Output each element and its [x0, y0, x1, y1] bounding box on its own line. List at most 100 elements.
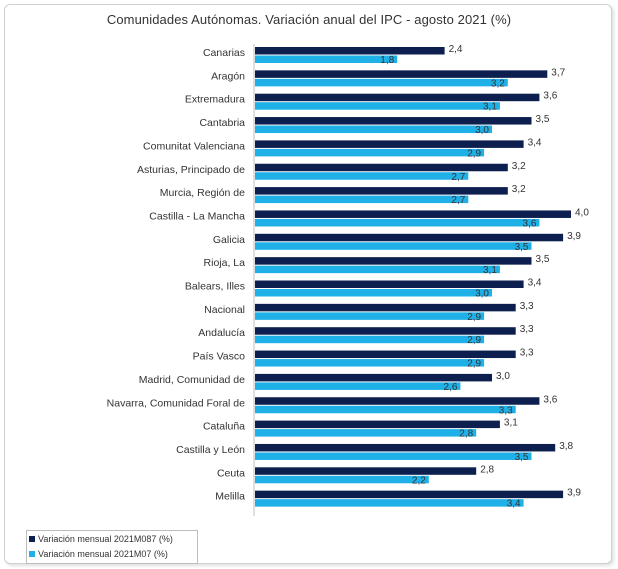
- bar-series-2: [255, 55, 398, 63]
- bar-series-2: [255, 475, 429, 484]
- data-label-series-2: 3,5: [515, 452, 529, 463]
- category-label: Rioja, La: [204, 257, 246, 269]
- category-label: Asturias, Principado de: [137, 164, 245, 176]
- bar-series-1: [255, 140, 524, 148]
- bar-series-2: [255, 102, 500, 110]
- legend-label: Variación mensual 2021M087 (%): [38, 533, 173, 544]
- bar-series-2: [255, 265, 500, 274]
- bar-series-2: [255, 452, 532, 460]
- bar-series-2: [255, 289, 492, 297]
- data-label-series-1: 3,6: [543, 91, 557, 102]
- data-label-series-1: 3,5: [536, 114, 550, 125]
- legend-item-series-1: Variación mensual 2021M087 (%): [27, 531, 197, 546]
- bar-series-1: [255, 420, 500, 429]
- bar-series-2: [255, 429, 477, 437]
- bar-series-1: [255, 163, 508, 172]
- data-label-series-2: 2,9: [467, 148, 481, 159]
- category-label: Castilla y León: [176, 444, 245, 456]
- data-label-series-2: 2,9: [467, 359, 481, 370]
- category-label: Cataluña: [203, 421, 245, 433]
- category-label: Ceuta: [217, 467, 245, 479]
- bar-series-1: [255, 303, 516, 312]
- category-label: Balears, Illes: [185, 281, 245, 293]
- category-label: Nacional: [204, 304, 245, 316]
- data-label-series-1: 2,4: [449, 44, 463, 55]
- data-label-series-1: 3,3: [520, 348, 534, 359]
- legend-label: Variación mensual 2021M07 (%): [38, 548, 168, 559]
- data-label-series-1: 3,9: [567, 488, 581, 499]
- legend: Variación mensual 2021M087 (%) Variación…: [26, 530, 198, 564]
- category-label: Galicia: [213, 234, 245, 246]
- legend-swatch: [29, 550, 35, 557]
- bar-series-1: [255, 397, 540, 405]
- data-label-series-1: 2,8: [480, 464, 494, 475]
- bar-series-2: [255, 405, 516, 414]
- category-label: Navarra, Comunidad Foral de: [107, 397, 245, 409]
- data-label-series-2: 2,9: [467, 312, 481, 323]
- data-label-series-1: 3,8: [559, 441, 573, 452]
- data-label-series-1: 3,5: [536, 254, 550, 265]
- legend-item-series-2: Variación mensual 2021M07 (%): [27, 546, 197, 561]
- data-label-series-1: 3,1: [504, 418, 518, 429]
- bar-series-2: [255, 148, 485, 157]
- data-label-series-2: 3,3: [499, 405, 513, 416]
- data-label-series-1: 4,0: [575, 207, 589, 218]
- category-label: Andalucía: [198, 327, 245, 339]
- bar-series-1: [255, 467, 477, 475]
- data-label-series-2: 3,1: [483, 102, 497, 113]
- bar-series-2: [255, 78, 508, 87]
- data-label-series-2: 2,7: [451, 172, 465, 183]
- bar-series-1: [255, 117, 532, 125]
- bar-series-1: [255, 443, 556, 452]
- data-label-series-1: 3,7: [551, 67, 565, 78]
- category-label: Castilla - La Mancha: [149, 210, 245, 222]
- bar-series-2: [255, 312, 485, 320]
- data-label-series-2: 2,7: [451, 195, 465, 206]
- data-label-series-1: 3,9: [567, 231, 581, 242]
- legend-swatch: [29, 535, 35, 542]
- bar-series-1: [255, 373, 492, 382]
- bar-series-2: [255, 195, 469, 204]
- bar-series-1: [255, 233, 564, 242]
- category-label: Cantabria: [199, 117, 245, 129]
- bar-series-2: [255, 335, 485, 344]
- data-label-series-1: 3,4: [528, 278, 542, 289]
- category-label: Aragón: [211, 70, 245, 82]
- bar-series-2: [255, 499, 524, 507]
- bar-series-1: [255, 280, 524, 288]
- bar-series-2: [255, 242, 532, 250]
- category-label: País Vasco: [193, 351, 245, 363]
- bar-series-2: [255, 382, 461, 390]
- bar-series-1: [255, 327, 516, 335]
- bar-series-1: [255, 187, 508, 195]
- data-label-series-2: 3,2: [491, 78, 505, 89]
- bar-series-1: [255, 257, 532, 265]
- bar-series-1: [255, 47, 445, 55]
- category-label: Madrid, Comunidad de: [139, 374, 245, 386]
- bar-series-1: [255, 70, 548, 78]
- data-label-series-2: 2,6: [443, 382, 457, 393]
- data-label-series-2: 3,1: [483, 265, 497, 276]
- bar-series-2: [255, 125, 492, 134]
- bars-group: Canarias 2,4 1,8 Aragón 3,7 3,2 Extremadura 3,6…: [107, 44, 590, 510]
- data-label-series-2: 1,8: [380, 55, 394, 66]
- category-label: Canarias: [203, 47, 245, 59]
- data-label-series-1: 3,3: [520, 301, 534, 312]
- bar-series-2: [255, 359, 485, 367]
- category-label: Murcia, Región de: [160, 187, 245, 199]
- chart-title: Comunidades Autónomas. Variación anual d…: [106, 12, 512, 27]
- data-label-series-1: 3,6: [543, 394, 557, 405]
- bar-series-2: [255, 172, 469, 180]
- data-label-series-2: 2,8: [459, 429, 473, 440]
- data-label-series-2: 2,2: [412, 475, 426, 486]
- data-label-series-2: 2,9: [467, 335, 481, 346]
- data-label-series-1: 3,2: [512, 161, 526, 172]
- data-label-series-1: 3,0: [496, 371, 510, 382]
- data-label-series-1: 3,2: [512, 184, 526, 195]
- bar-series-1: [255, 490, 564, 499]
- category-label: Comunitat Valenciana: [143, 140, 245, 152]
- category-label: Extremadura: [185, 94, 245, 106]
- bar-series-2: [255, 218, 540, 227]
- data-label-series-2: 3,0: [475, 289, 489, 300]
